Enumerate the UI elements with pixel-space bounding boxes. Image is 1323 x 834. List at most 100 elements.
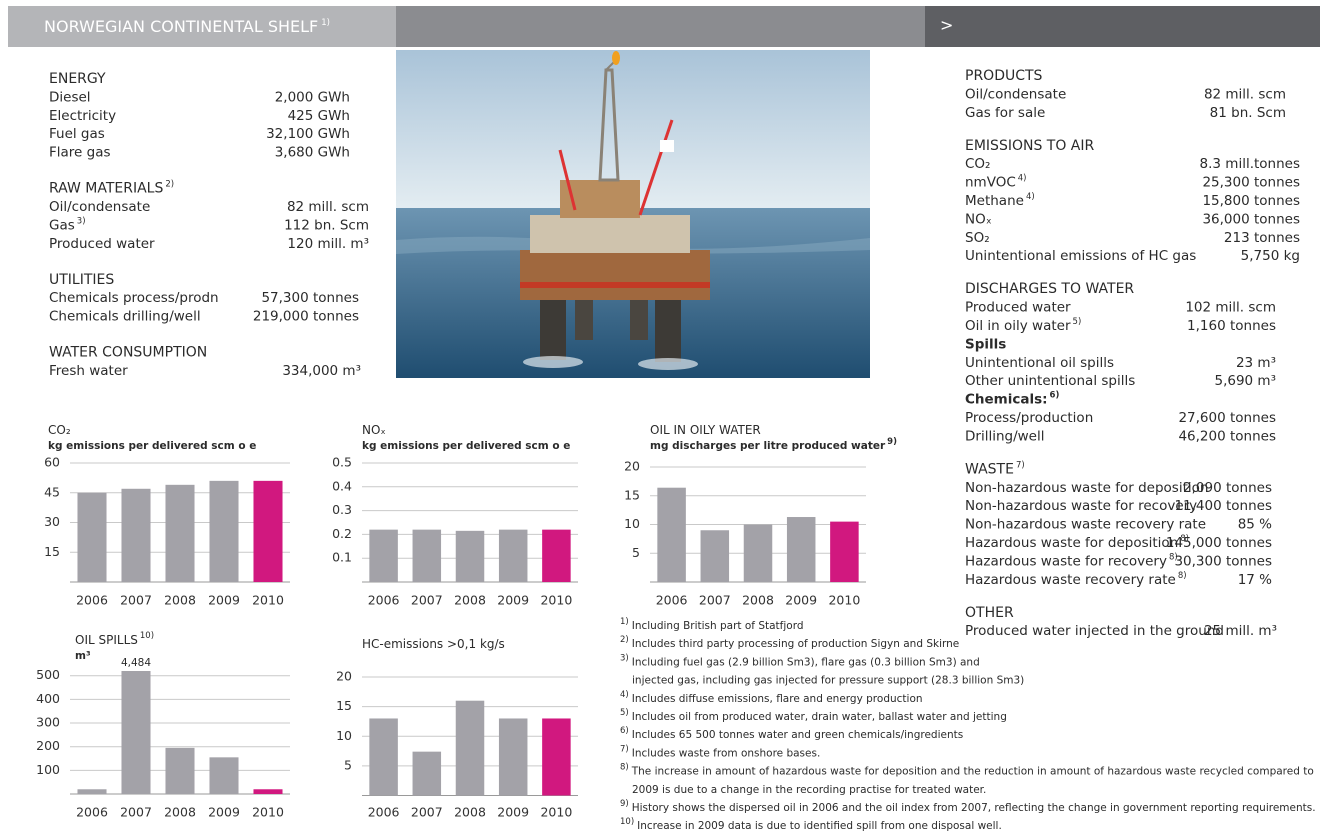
item-label-text: Chemicals process/prodn — [49, 290, 219, 306]
x-tick-label: 2006 — [76, 805, 108, 820]
x-tick-label: 2007 — [699, 593, 731, 608]
x-tick-label: 2007 — [120, 593, 152, 608]
item-value: 5,750 kg — [1241, 248, 1300, 264]
footnote-number: 9) — [620, 799, 629, 809]
header-bar-right[interactable] — [925, 6, 1320, 47]
y-tick-label: 0.1 — [332, 550, 352, 565]
item-label-text: Fresh water — [49, 363, 128, 379]
bar — [165, 748, 194, 794]
x-tick-label: 2009 — [208, 805, 240, 820]
item-label: Oil/condensate — [965, 86, 1066, 102]
header-arrow[interactable]: > — [940, 16, 953, 35]
bar — [253, 789, 282, 794]
x-tick-label: 2006 — [368, 593, 400, 608]
x-tick-label: 2006 — [76, 593, 108, 608]
section-heading: ENERGY — [49, 71, 106, 87]
y-tick-label: 0.2 — [332, 526, 352, 541]
item-label: Non-hazardous waste recovery rate — [965, 517, 1206, 533]
note: 3) — [77, 216, 86, 226]
y-tick-label: 500 — [36, 667, 60, 682]
note: 2) — [165, 179, 174, 189]
item-value: 82 mill. scm — [1204, 86, 1286, 102]
chart-title: CO₂ — [48, 423, 71, 437]
item-label-text: Fuel gas — [49, 126, 105, 142]
item-label-text: Methane — [965, 193, 1024, 209]
item-label: Process/production — [965, 410, 1093, 426]
footnote-number: 3) — [620, 653, 629, 663]
footnote-text: Includes 65 500 tonnes water and green c… — [632, 729, 963, 741]
header-note: 1) — [321, 18, 330, 28]
bar — [701, 530, 730, 582]
footnote: 2009 is due to a change in the recording… — [632, 784, 986, 796]
section-heading: EMISSIONS TO AIR — [965, 138, 1095, 154]
section-heading-text: WATER CONSUMPTION — [49, 345, 207, 361]
footnote-text: Including British part of Statfjord — [632, 620, 804, 632]
x-tick-label: 2007 — [411, 805, 443, 820]
footnote-number: 2) — [620, 635, 629, 645]
item-label-text: Other unintentional spills — [965, 373, 1135, 389]
chart-title-text: CO₂ — [48, 423, 71, 437]
bar — [77, 789, 106, 794]
footnote-text: injected gas, including gas injected for… — [632, 675, 1024, 687]
note: 8) — [1178, 570, 1187, 580]
footnote-number: 6) — [620, 726, 629, 736]
x-tick-label: 2009 — [497, 593, 529, 608]
bar — [787, 517, 816, 582]
chart-subtitle-text: mg discharges per litre produced water — [650, 440, 886, 452]
item-label: Chemicals drilling/well — [49, 309, 201, 325]
bar — [369, 530, 398, 582]
item-label: Unintentional emissions of HC gas — [965, 248, 1196, 264]
footnote-number: 10) — [620, 817, 634, 827]
item-value: 2,090 tonnes — [1183, 480, 1272, 496]
bar — [657, 488, 686, 582]
item-value: 81 bn. Scm — [1210, 105, 1286, 121]
item-label-text: Hazardous waste for recovery — [965, 553, 1167, 569]
subheading-text: Chemicals: — [965, 392, 1048, 408]
x-tick-label: 2009 — [785, 593, 817, 608]
bar — [413, 752, 442, 796]
item-label-text: Process/production — [965, 410, 1093, 426]
section-heading-text: WASTE — [965, 461, 1014, 477]
item-value: 334,000 m³ — [282, 363, 361, 379]
note: 7) — [1016, 460, 1025, 470]
item-value: 2,000 GWh — [275, 89, 350, 105]
item-label-text: Produced water injected in the ground — [965, 623, 1224, 639]
bar — [456, 701, 485, 796]
item-label: Oil in oily water5) — [965, 317, 1081, 335]
item-value: 219,000 tonnes — [253, 309, 359, 325]
x-tick-label: 2009 — [497, 805, 529, 820]
chart-subtitle-text: kg emissions per delivered scm o e — [48, 440, 256, 452]
footnote-text: Includes third party processing of produ… — [632, 638, 960, 650]
x-tick-label: 2008 — [454, 593, 486, 608]
y-tick-label: 20 — [624, 459, 640, 474]
x-tick-label: 2008 — [164, 805, 196, 820]
item-label: SO₂ — [965, 230, 990, 246]
item-label-text: Non-hazardous waste for deposition — [965, 480, 1208, 496]
bar — [499, 530, 528, 582]
y-tick-label: 200 — [36, 738, 60, 753]
item-label: NOₓ — [965, 211, 992, 227]
x-tick-label: 2010 — [828, 593, 860, 608]
item-label-text: Produced water — [965, 300, 1071, 316]
x-tick-label: 2007 — [411, 593, 443, 608]
item-label: Other unintentional spills — [965, 373, 1135, 389]
item-label: Hazardous waste for deposition8) — [965, 534, 1189, 552]
x-tick-label: 2006 — [656, 593, 688, 608]
bar — [830, 522, 859, 582]
item-label-text: Unintentional emissions of HC gas — [965, 248, 1196, 264]
item-label: Drilling/well — [965, 428, 1044, 444]
chart-title: NOₓ — [362, 423, 386, 437]
item-value: 17 % — [1238, 572, 1272, 588]
y-tick-label: 100 — [36, 762, 60, 777]
x-tick-label: 2010 — [252, 593, 284, 608]
footnote-number: 5) — [620, 708, 629, 718]
item-value: 27,600 tonnes — [1178, 410, 1276, 426]
item-value: 102 mill. scm — [1185, 300, 1276, 316]
item-value: 112 bn. Scm — [284, 217, 369, 233]
chart-subtitle: m³ — [75, 650, 91, 662]
item-label: Gas for sale — [965, 105, 1045, 121]
bar — [209, 481, 238, 582]
item-value: 213 tonnes — [1224, 230, 1300, 246]
x-tick-label: 2008 — [742, 593, 774, 608]
item-label-text: nmVOC — [965, 175, 1016, 191]
